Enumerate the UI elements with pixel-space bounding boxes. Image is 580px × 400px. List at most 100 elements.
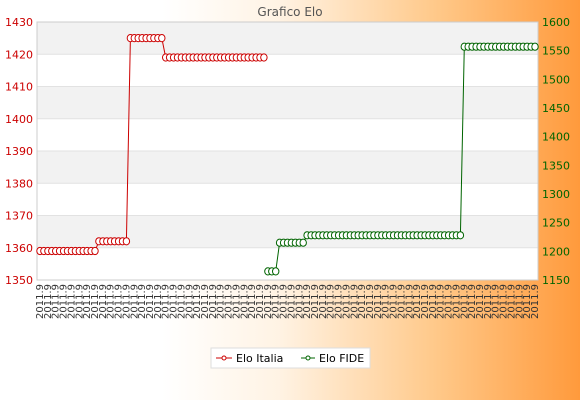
right-tick-label: 1600	[542, 16, 570, 29]
x-tick-label: 2011.9	[161, 284, 172, 319]
x-tick-label: 2011.9	[506, 284, 517, 319]
data-point	[260, 53, 268, 62]
x-tick-label: 2011.9	[318, 284, 329, 319]
legend-label-fide: Elo FIDE	[319, 352, 364, 365]
right-tick-label: 1500	[542, 73, 570, 86]
right-axis-ticks: 1150 1200 1250 1300 1350 1400 1450 1500 1550 1600	[542, 16, 570, 287]
right-tick-label: 1150	[542, 274, 570, 287]
x-tick-label: 2011.9	[483, 284, 494, 319]
x-tick-label: 2011.9	[475, 284, 486, 319]
x-axis-ticks: 2011.92011.92011.92011.92011.92011.92011…	[35, 284, 541, 319]
right-tick-label: 1250	[542, 217, 570, 230]
x-tick-label: 2011.9	[35, 284, 46, 319]
x-tick-label: 2011.9	[82, 284, 93, 319]
legend-italia-marker	[221, 355, 227, 361]
x-tick-label: 2011.9	[169, 284, 180, 319]
left-tick-label: 1400	[5, 113, 33, 126]
x-tick-label: 2011.9	[43, 284, 54, 319]
data-point	[122, 237, 131, 246]
legend: Elo Italia Elo FIDE	[210, 347, 371, 369]
left-tick-label: 1410	[5, 81, 33, 94]
x-tick-label: 2011.9	[491, 284, 502, 319]
data-point	[456, 231, 465, 240]
left-tick-label: 1390	[5, 145, 33, 158]
x-tick-label: 2011.9	[514, 284, 525, 319]
x-tick-label: 2011.9	[286, 284, 297, 319]
grid-band	[37, 86, 538, 119]
x-tick-label: 2011.9	[176, 284, 187, 319]
x-tick-label: 2011.9	[114, 284, 125, 319]
x-tick-label: 2011.9	[334, 284, 345, 319]
x-tick-label: 2011.9	[428, 284, 439, 319]
x-tick-label: 2011.9	[436, 284, 447, 319]
legend-label-italia: Elo Italia	[236, 352, 283, 365]
x-tick-label: 2011.9	[231, 284, 242, 319]
x-tick-label: 2011.9	[98, 284, 109, 319]
x-tick-label: 2011.9	[451, 284, 462, 319]
x-tick-label: 2011.9	[389, 284, 400, 319]
x-tick-label: 2011.9	[349, 284, 360, 319]
grid-band	[37, 151, 538, 184]
right-tick-label: 1350	[542, 159, 570, 172]
left-tick-label: 1380	[5, 177, 33, 190]
x-tick-label: 2011.9	[294, 284, 305, 319]
data-point	[158, 34, 166, 43]
x-tick-label: 2011.9	[279, 284, 290, 319]
grid-band	[37, 22, 538, 55]
x-tick-label: 2011.9	[530, 284, 541, 319]
x-tick-label: 2011.9	[396, 284, 407, 319]
x-tick-label: 2011.9	[420, 284, 431, 319]
x-tick-label: 2011.9	[247, 284, 258, 319]
x-tick-label: 2011.9	[373, 284, 384, 319]
x-tick-label: 2011.9	[271, 284, 282, 319]
x-tick-label: 2011.9	[326, 284, 337, 319]
x-tick-label: 2011.9	[224, 284, 235, 319]
data-point	[299, 238, 307, 247]
x-tick-label: 2011.9	[404, 284, 415, 319]
legend-fide-marker	[305, 355, 311, 361]
left-tick-label: 1350	[5, 274, 33, 287]
series-points	[36, 34, 539, 276]
x-tick-label: 2011.9	[255, 284, 266, 319]
x-tick-label: 2011.9	[145, 284, 156, 319]
x-tick-label: 2011.9	[467, 284, 478, 319]
x-tick-label: 2011.9	[121, 284, 132, 319]
x-tick-label: 2011.9	[129, 284, 140, 319]
x-tick-label: 2011.9	[106, 284, 117, 319]
x-tick-label: 2011.9	[66, 284, 77, 319]
data-point	[91, 246, 99, 256]
x-tick-label: 2011.9	[200, 284, 211, 319]
x-tick-label: 2011.9	[74, 284, 85, 319]
right-tick-label: 1450	[542, 102, 570, 115]
left-axis-ticks: 1350 1360 1370 1380 1390 1400 1410 1420 1430	[5, 16, 33, 287]
plot-border	[36, 21, 539, 281]
x-tick-label: 2011.9	[365, 284, 376, 319]
x-tick-label: 2011.9	[522, 284, 533, 319]
left-tick-label: 1430	[5, 16, 33, 29]
left-tick-label: 1370	[5, 210, 33, 223]
x-tick-label: 2011.9	[192, 284, 203, 319]
x-tick-label: 2011.9	[184, 284, 195, 319]
x-tick-label: 2011.9	[90, 284, 101, 319]
x-tick-label: 2011.9	[412, 284, 423, 319]
x-tick-label: 2011.9	[381, 284, 392, 319]
left-tick-label: 1420	[5, 48, 33, 61]
x-tick-label: 2011.9	[59, 284, 70, 319]
x-tick-label: 2011.9	[499, 284, 510, 319]
data-point	[272, 267, 280, 276]
grid-lines	[36, 21, 539, 281]
x-tick-label: 2011.9	[263, 284, 274, 319]
x-tick-label: 2011.9	[341, 284, 352, 319]
x-tick-label: 2011.9	[357, 284, 368, 319]
x-tick-label: 2011.9	[302, 284, 313, 319]
chart-title: Grafico Elo	[257, 5, 322, 19]
x-tick-label: 2011.9	[51, 284, 62, 319]
x-tick-label: 2011.9	[153, 284, 164, 319]
right-tick-label: 1200	[542, 245, 570, 258]
x-tick-label: 2011.9	[239, 284, 250, 319]
x-tick-label: 2011.9	[208, 284, 219, 319]
legend-box	[210, 347, 371, 369]
x-tick-label: 2011.9	[310, 284, 321, 319]
